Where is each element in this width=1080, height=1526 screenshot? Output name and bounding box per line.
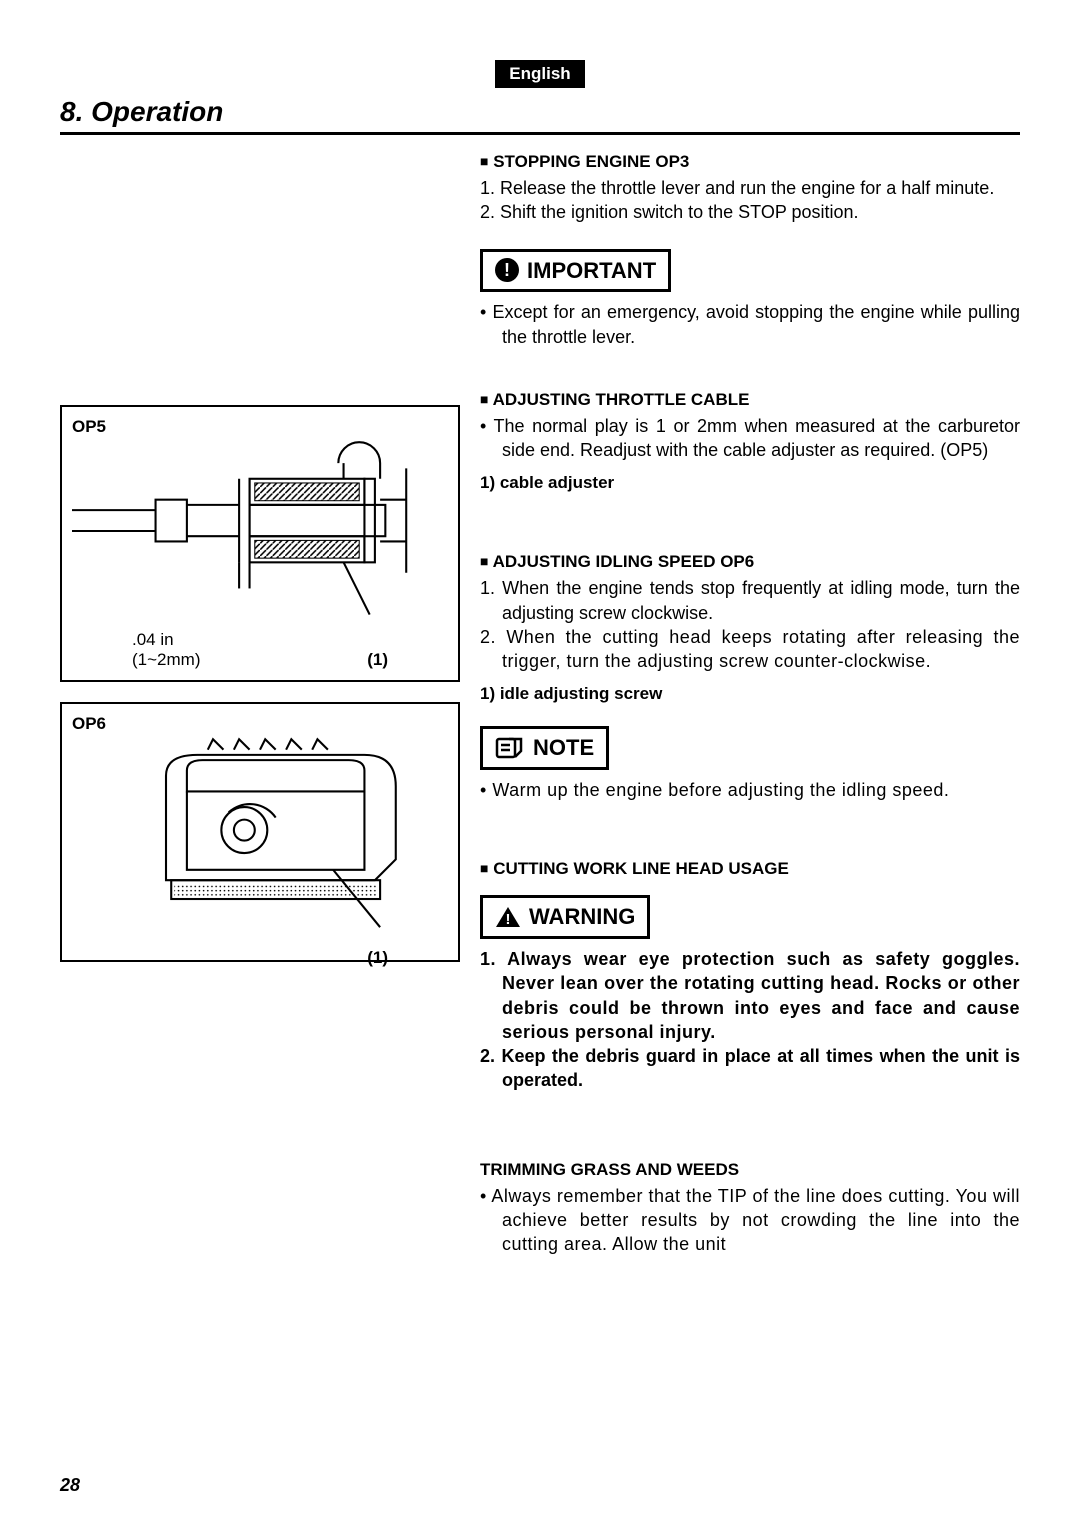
callout-label: WARNING — [529, 902, 635, 932]
list-item: The normal play is 1 or 2mm when measure… — [480, 414, 1020, 463]
warning-callout: ! WARNING — [480, 895, 650, 939]
list-item: 2. When the cutting head keeps rotating … — [480, 625, 1020, 674]
list-item: Warm up the engine before adjusting the … — [480, 778, 1020, 802]
list-item: Always remember that the TIP of the line… — [480, 1184, 1020, 1257]
svg-text:!: ! — [506, 911, 511, 928]
language-tag: English — [495, 60, 584, 88]
page-header: English — [60, 60, 1020, 88]
figure-label: OP6 — [72, 714, 448, 734]
heading-stopping: ■ STOPPING ENGINE OP3 — [480, 151, 1020, 174]
warning-icon: ! — [495, 906, 521, 928]
important-callout: ! IMPORTANT — [480, 249, 671, 293]
stopping-list: 1. Release the throttle lever and run th… — [480, 176, 1020, 225]
callout-label: NOTE — [533, 733, 594, 763]
list-item: 2. Shift the ignition switch to the STOP… — [480, 200, 1020, 224]
callout-label: IMPORTANT — [527, 256, 656, 286]
heading-cutting: ■ CUTTING WORK LINE HEAD USAGE — [480, 858, 1020, 881]
note-list: Warm up the engine before adjusting the … — [480, 778, 1020, 802]
list-item: Except for an emergency, avoid stopping … — [480, 300, 1020, 349]
text-column: ■ STOPPING ENGINE OP3 1. Release the thr… — [480, 145, 1020, 1267]
figure-ref: (1) — [72, 948, 448, 968]
note-icon — [495, 737, 525, 759]
figure-op5: OP5 — [60, 405, 460, 682]
part-label: 1) cable adjuster — [480, 472, 1020, 495]
list-item: 1. Always wear eye protection such as sa… — [480, 947, 1020, 1044]
info-icon: ! — [495, 258, 519, 282]
figure-label: OP5 — [72, 417, 448, 437]
page-number: 28 — [60, 1475, 80, 1496]
heading-throttle: ■ ADJUSTING THROTTLE CABLE — [480, 389, 1020, 412]
list-item: 2. Keep the debris guard in place at all… — [480, 1044, 1020, 1093]
content-row: OP5 — [60, 145, 1020, 1267]
op5-diagram — [72, 437, 448, 625]
list-item: 1. Release the throttle lever and run th… — [480, 176, 1020, 200]
heading-idling: ■ ADJUSTING IDLING SPEED OP6 — [480, 551, 1020, 574]
section-title: 8. Operation — [60, 96, 1020, 135]
op6-diagram — [72, 734, 448, 943]
throttle-list: The normal play is 1 or 2mm when measure… — [480, 414, 1020, 463]
list-item: 1. When the engine tends stop frequently… — [480, 576, 1020, 625]
heading-trimming: TRIMMING GRASS AND WEEDS — [480, 1159, 1020, 1182]
trimming-list: Always remember that the TIP of the line… — [480, 1184, 1020, 1257]
warning-list: 1. Always wear eye protection such as sa… — [480, 947, 1020, 1093]
dim-inches: .04 in — [132, 630, 174, 650]
figure-op6: OP6 — [60, 702, 460, 962]
idling-list: 1. When the engine tends stop frequently… — [480, 576, 1020, 673]
important-list: Except for an emergency, avoid stopping … — [480, 300, 1020, 349]
figures-column: OP5 — [60, 145, 460, 1267]
note-callout: NOTE — [480, 726, 609, 770]
part-label: 1) idle adjusting screw — [480, 683, 1020, 706]
figure-ref: (1) — [367, 650, 388, 670]
dim-mm: (1~2mm) — [132, 650, 200, 670]
